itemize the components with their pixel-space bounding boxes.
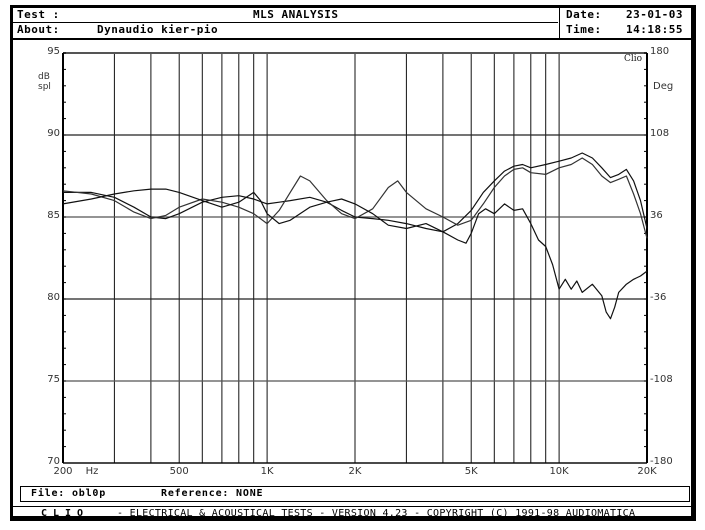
curve-1-line (63, 152, 648, 233)
time-value: 14:18:55 (626, 23, 683, 36)
y2-tick-label: 36 (650, 210, 663, 221)
clio-brand-mark: Clio (624, 54, 643, 64)
reference-label: Reference: (161, 488, 230, 499)
test-label: Test : (17, 8, 60, 21)
y2-tick-label: 180 (650, 46, 670, 57)
app-window (10, 5, 696, 521)
left-unit-db: dB (38, 72, 50, 82)
footer: CLIO - ELECTRICAL & ACOUSTICAL TESTS - V… (13, 506, 693, 521)
x-tick-label: 2K (348, 466, 362, 477)
about-row: About: Dynaudio kier-pio (13, 23, 558, 37)
right-axis-unit: Deg (653, 81, 674, 92)
x-tick-label: 10K (549, 466, 569, 477)
footer-brand: CLIO (41, 508, 90, 519)
test-row: Test : MLS ANALYSIS (13, 8, 558, 23)
time-label: Time: (566, 23, 602, 36)
reference-info: Reference: NONE (161, 487, 263, 501)
y2-tick-label: -36 (650, 292, 667, 303)
x-axis-unit: Hz (85, 466, 99, 477)
date-value: 23-01-03 (626, 8, 683, 21)
y-tick-label: 80 (47, 292, 60, 303)
y-tick-label: 75 (47, 374, 60, 385)
left-unit-spl: spl (38, 82, 51, 92)
reference-value: NONE (236, 488, 264, 499)
footer-text: - ELECTRICAL & ACOUSTICAL TESTS - VERSIO… (117, 508, 636, 519)
about-label: About: (17, 23, 60, 36)
x-tick-label: 500 (169, 466, 189, 477)
x-tick-label: 200 (53, 466, 73, 477)
x-tick-label: 20K (637, 466, 657, 477)
header-divider (13, 38, 693, 40)
about-value: Dynaudio kier-pio (97, 23, 219, 36)
datetime-box: Date: 23-01-03 Time: 14:18:55 (559, 8, 694, 38)
header: Test : MLS ANALYSIS About: Dynaudio kier… (13, 8, 694, 40)
analysis-title: MLS ANALYSIS (253, 8, 339, 21)
file-info: File: obl0p (31, 487, 106, 501)
x-tick-label: 1K (260, 466, 274, 477)
file-value: obl0p (71, 488, 107, 499)
time-row: Time: 14:18:55 (566, 23, 682, 37)
y2-tick-label: 108 (650, 128, 670, 139)
y2-tick-label: -108 (650, 374, 673, 385)
file-bar: File: obl0p Reference: NONE (20, 486, 690, 502)
x-tick-label: 5K (464, 466, 478, 477)
left-axis-unit: dB spl (38, 72, 51, 92)
file-label: File: (31, 488, 66, 499)
date-label: Date: (566, 8, 602, 21)
date-row: Date: 23-01-03 (566, 8, 682, 22)
y-tick-label: 95 (47, 46, 60, 57)
y-tick-label: 85 (47, 210, 60, 221)
y-tick-label: 90 (47, 128, 60, 139)
curve-3-line (62, 188, 648, 320)
y-tick-label: 70 (47, 456, 60, 467)
curve-2-line (62, 157, 648, 239)
y2-tick-label: -180 (650, 456, 673, 467)
